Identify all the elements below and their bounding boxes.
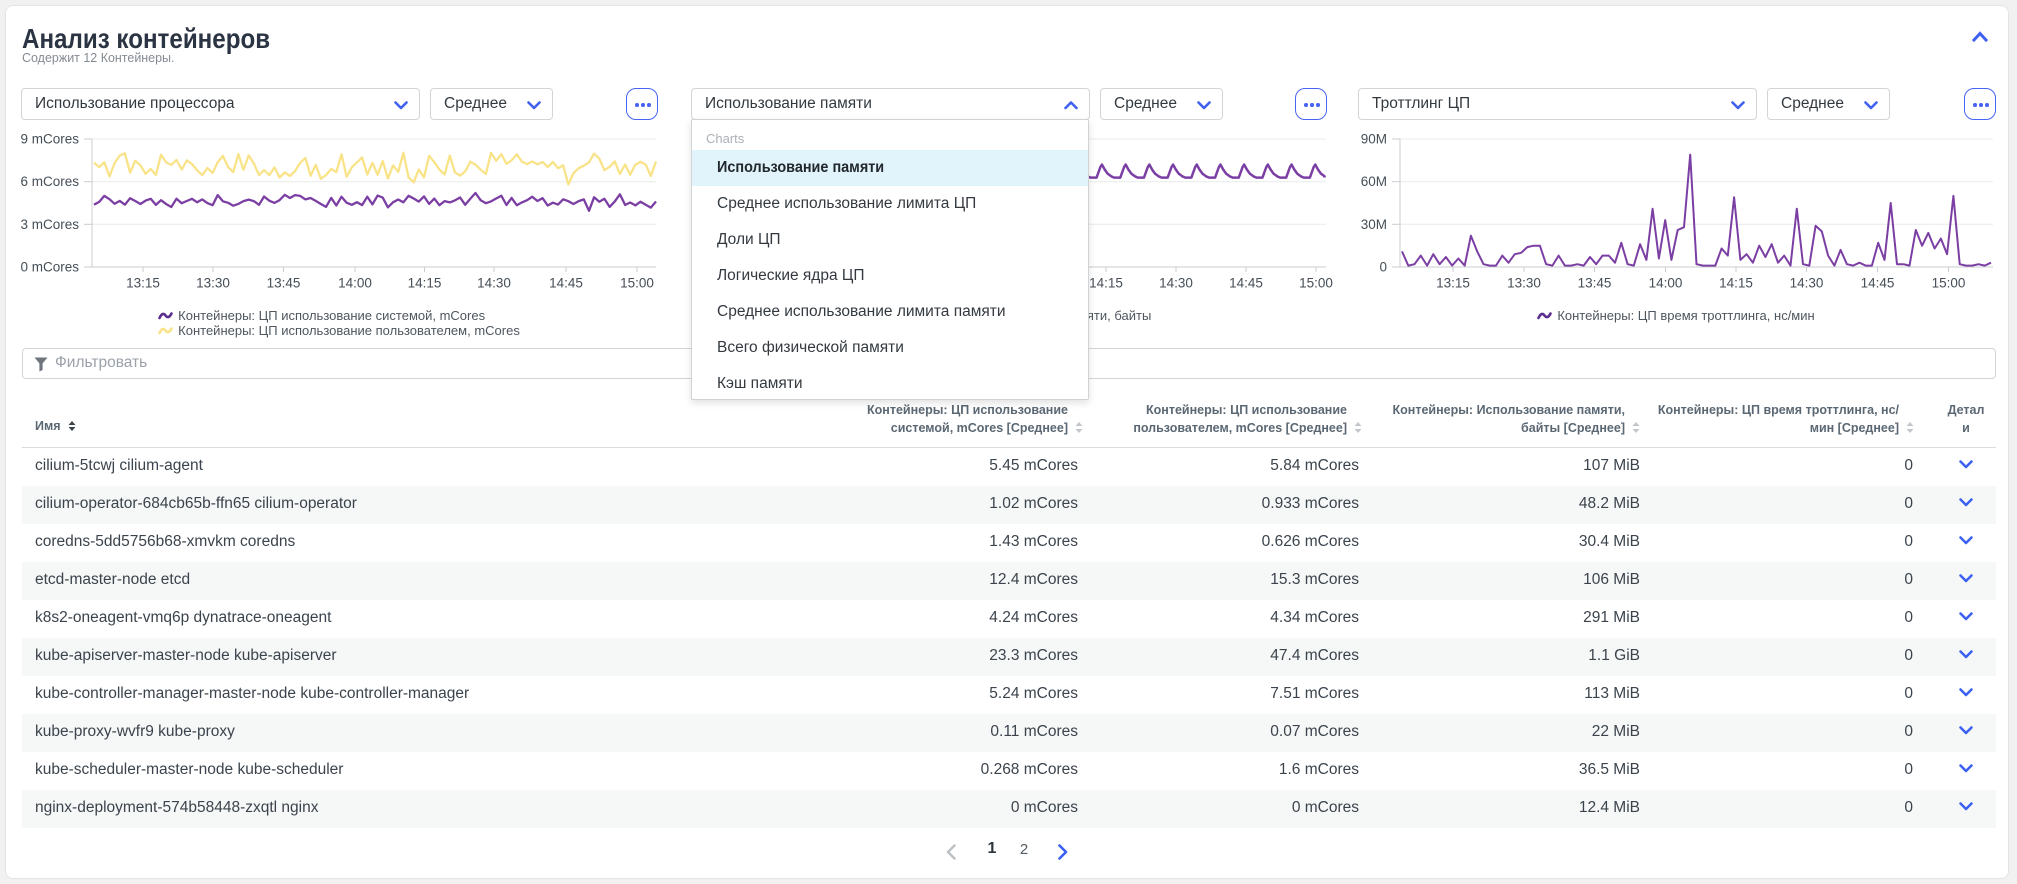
svg-text:14:00: 14:00 [1649, 276, 1683, 291]
svg-text:14:45: 14:45 [1861, 276, 1895, 291]
svg-text:30M: 30M [1361, 217, 1387, 232]
svg-text:15:00: 15:00 [1932, 276, 1966, 291]
svg-text:90M: 90M [1361, 132, 1387, 147]
svg-text:14:00: 14:00 [338, 276, 372, 291]
svg-text:14:15: 14:15 [1719, 276, 1753, 291]
svg-text:14:45: 14:45 [549, 276, 583, 291]
svg-text:14:30: 14:30 [477, 276, 511, 291]
svg-text:0: 0 [1379, 260, 1387, 275]
svg-text:13:30: 13:30 [1507, 276, 1541, 291]
svg-text:9 mCores: 9 mCores [20, 132, 79, 147]
svg-text:6 mCores: 6 mCores [20, 174, 79, 189]
svg-text:13:30: 13:30 [196, 276, 230, 291]
svg-text:14:30: 14:30 [1159, 276, 1193, 291]
svg-text:14:30: 14:30 [1790, 276, 1824, 291]
svg-text:0 mCores: 0 mCores [20, 260, 79, 275]
svg-text:13:15: 13:15 [1436, 276, 1470, 291]
svg-text:15:00: 15:00 [1299, 276, 1333, 291]
svg-text:13:45: 13:45 [1578, 276, 1612, 291]
svg-text:13:45: 13:45 [267, 276, 301, 291]
svg-text:13:15: 13:15 [126, 276, 160, 291]
svg-text:14:15: 14:15 [1089, 276, 1123, 291]
svg-text:3 mCores: 3 mCores [20, 217, 79, 232]
svg-text:60M: 60M [1361, 174, 1387, 189]
svg-text:15:00: 15:00 [620, 276, 654, 291]
svg-text:14:45: 14:45 [1229, 276, 1263, 291]
svg-text:14:15: 14:15 [408, 276, 442, 291]
